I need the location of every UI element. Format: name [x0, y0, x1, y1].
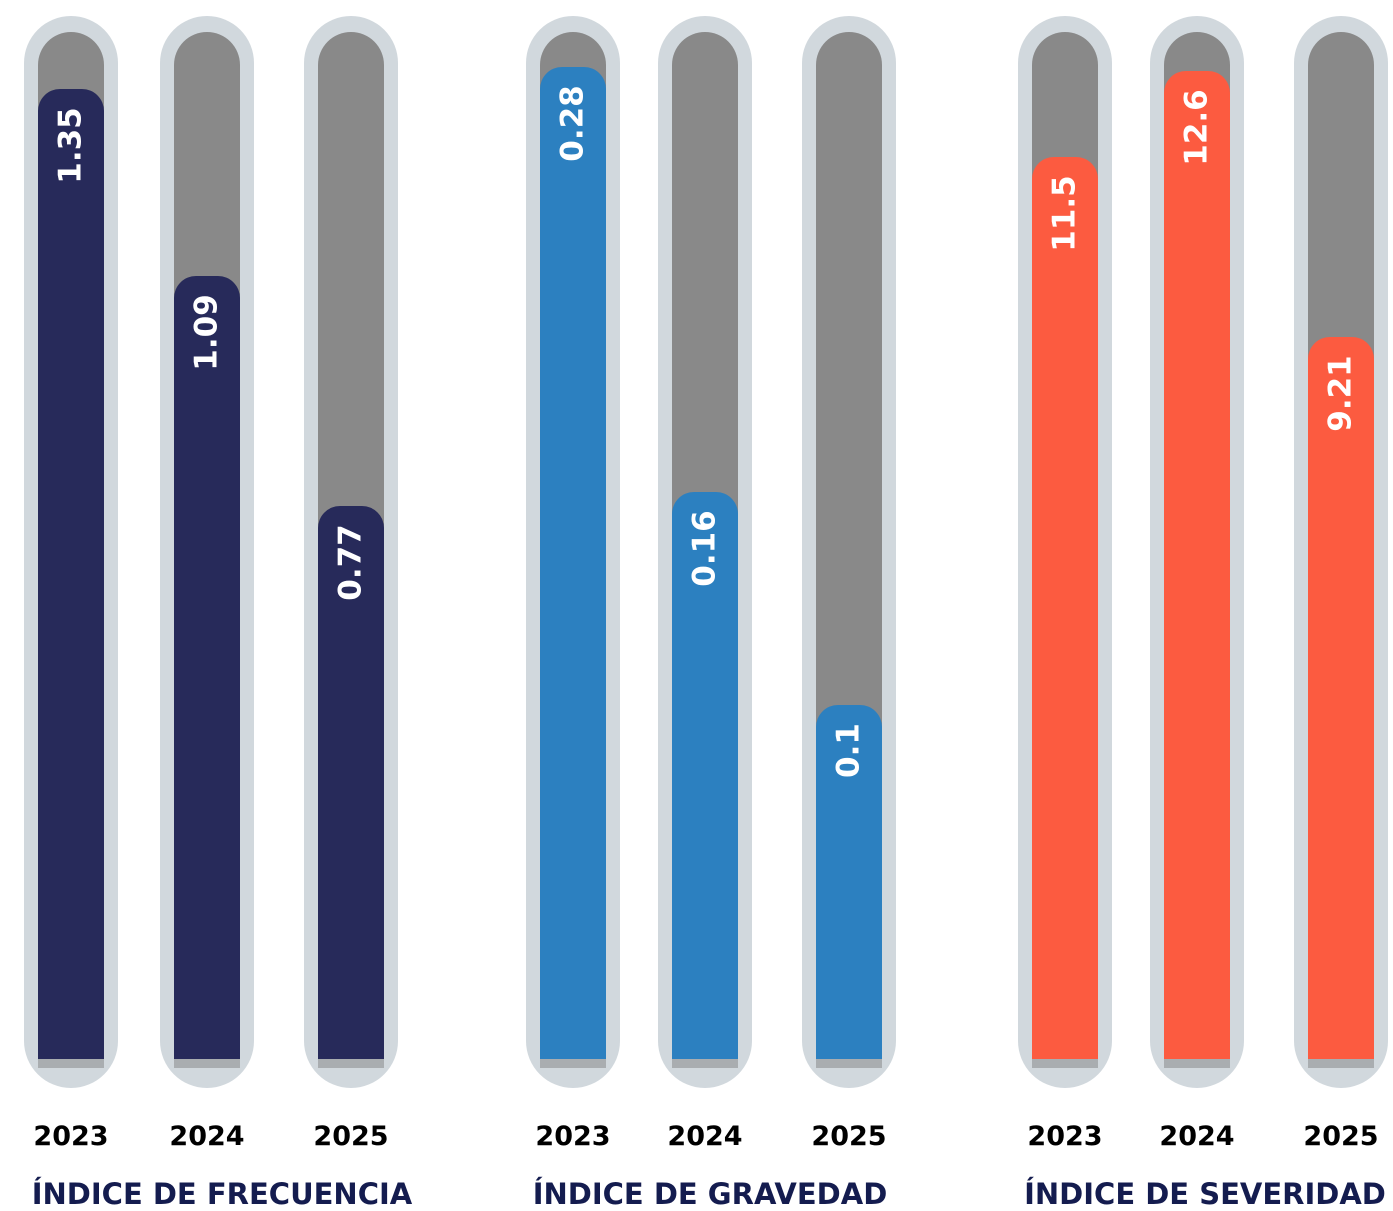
bar: [1308, 337, 1374, 1059]
x-tick-label: 2023: [33, 1121, 109, 1152]
bar-tube: 0.1: [802, 16, 896, 1088]
bar-track: 0.28: [540, 32, 606, 1059]
bar-track: 1.35: [38, 32, 104, 1059]
bar-tube: 0.28: [526, 16, 620, 1088]
bar-base: [174, 1059, 240, 1068]
bar-base: [1308, 1059, 1374, 1068]
bar: [540, 67, 606, 1059]
data-label: 0.77: [332, 524, 369, 601]
data-label: 1.35: [52, 107, 89, 184]
bar-base: [1032, 1059, 1098, 1068]
bar: [318, 506, 384, 1059]
data-label: 9.21: [1322, 355, 1359, 432]
chart-title: ÍNDICE DE GRAVEDAD: [532, 1177, 888, 1211]
bar-track: 9.21: [1308, 32, 1374, 1059]
bar-tube: 9.21: [1294, 16, 1388, 1088]
bar-tube: 11.5: [1018, 16, 1112, 1088]
bar-base: [540, 1059, 606, 1068]
bar: [174, 276, 240, 1059]
bar-tube: 0.16: [658, 16, 752, 1088]
bar-tube: 12.6: [1150, 16, 1244, 1088]
x-tick-label: 2023: [535, 1121, 611, 1152]
data-label: 1.09: [188, 294, 225, 371]
bar: [672, 492, 738, 1059]
bar-track: 0.1: [816, 32, 882, 1059]
bar: [1164, 71, 1230, 1059]
bar: [38, 89, 104, 1059]
x-tick-label: 2025: [313, 1121, 389, 1152]
x-tick-label: 2024: [169, 1121, 245, 1152]
bar-base: [1164, 1059, 1230, 1068]
x-tick-label: 2023: [1027, 1121, 1103, 1152]
bar-base: [38, 1059, 104, 1068]
bar-track: 0.77: [318, 32, 384, 1059]
bar: [816, 705, 882, 1059]
bar-base: [672, 1059, 738, 1068]
bar-track: 1.09: [174, 32, 240, 1059]
bar: [1032, 157, 1098, 1059]
data-label: 0.28: [554, 85, 591, 162]
bar-tube: 0.77: [304, 16, 398, 1088]
bar-base: [816, 1059, 882, 1068]
x-tick-label: 2024: [1159, 1121, 1235, 1152]
bar-tube: 1.09: [160, 16, 254, 1088]
data-label: 0.16: [686, 510, 723, 587]
data-label: 0.1: [830, 723, 867, 778]
chart-title: ÍNDICE DE FRECUENCIA: [31, 1177, 413, 1211]
bar-track: 0.16: [672, 32, 738, 1059]
bar-track: 11.5: [1032, 32, 1098, 1059]
x-tick-label: 2024: [667, 1121, 743, 1152]
bar-tube: 1.35: [24, 16, 118, 1088]
data-label: 11.5: [1046, 175, 1083, 252]
data-label: 12.6: [1178, 89, 1215, 166]
x-tick-label: 2025: [811, 1121, 887, 1152]
bar-track: 12.6: [1164, 32, 1230, 1059]
x-tick-label: 2025: [1303, 1121, 1379, 1152]
bar-base: [318, 1059, 384, 1068]
chart-title: ÍNDICE DE SEVERIDAD: [1024, 1177, 1386, 1211]
